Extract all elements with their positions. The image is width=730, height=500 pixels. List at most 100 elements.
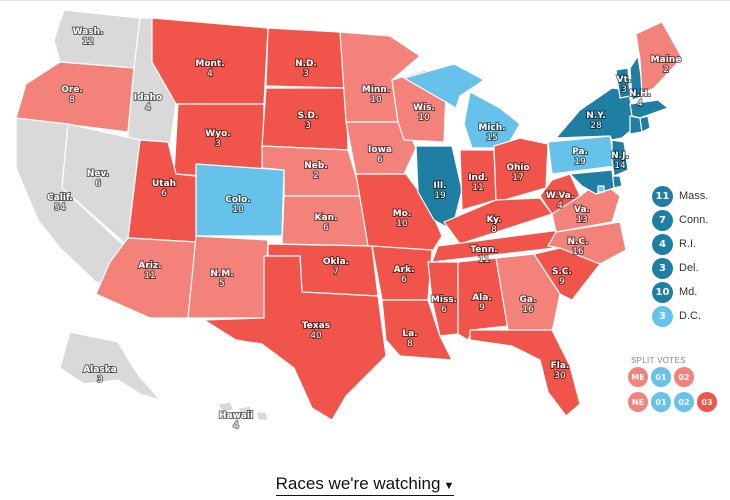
state-label-n-d: N.D. xyxy=(295,59,317,69)
state-ev-n-m: 5 xyxy=(219,279,225,289)
state-ev-utah: 6 xyxy=(161,189,167,199)
split-vote-district-02[interactable]: 02 xyxy=(674,367,694,387)
state-label-iowa: Iowa xyxy=(368,145,392,155)
ne-legend-state-name: Del. xyxy=(679,262,699,274)
races-watching-label: Races we're watching xyxy=(275,474,441,493)
state-maine[interactable] xyxy=(635,21,683,95)
state-mass[interactable] xyxy=(629,99,669,119)
split-vote-district-me[interactable]: ME xyxy=(628,367,648,387)
state-label-neb: Neb. xyxy=(304,161,328,171)
state-ev-la: 8 xyxy=(407,339,413,349)
state-ev-n-h: 4 xyxy=(637,99,643,109)
state-ev-texas: 40 xyxy=(310,331,322,341)
state-iowa[interactable] xyxy=(345,121,417,175)
state-label-utah: Utah xyxy=(152,179,176,189)
state-ev-ky: 8 xyxy=(491,225,497,235)
state-label-maine: Maine xyxy=(651,55,682,65)
ne-legend-item-conn[interactable]: 7 Conn. xyxy=(652,209,708,231)
state-label-n-m: N.M. xyxy=(210,269,233,279)
state-r-i[interactable] xyxy=(639,115,651,133)
ne-legend-item-md[interactable]: 10 Md. xyxy=(652,281,697,303)
state-miss[interactable] xyxy=(427,261,459,337)
state-ev-ark: 6 xyxy=(401,275,407,285)
state-s-c[interactable] xyxy=(533,247,601,301)
state-ev-pa: 19 xyxy=(574,157,586,167)
state-ev-alaska: 3 xyxy=(97,375,103,385)
races-watching-button[interactable]: Races we're watching ▼ xyxy=(275,474,455,496)
state-alaska[interactable] xyxy=(59,331,161,401)
state-texas[interactable] xyxy=(203,255,387,421)
top-divider xyxy=(0,0,730,1)
state-label-ind: Ind. xyxy=(468,173,488,183)
state-hawaii[interactable] xyxy=(217,401,269,421)
state-label-ohio: Ohio xyxy=(506,163,529,173)
state-fla[interactable] xyxy=(469,329,581,417)
state-w-va[interactable] xyxy=(539,173,581,215)
state-ev-hawaii: 4 xyxy=(233,421,239,431)
state-label-s-d: S.D. xyxy=(298,111,319,121)
state-ev-wash: 12 xyxy=(82,37,93,47)
state-ev-s-d: 3 xyxy=(305,121,311,131)
state-mo[interactable] xyxy=(355,173,443,253)
ne-legend-state-name: R.I. xyxy=(679,238,697,250)
state-label-hawaii: Hawaii xyxy=(219,411,253,421)
state-label-ark: Ark. xyxy=(394,265,415,275)
state-n-d[interactable] xyxy=(265,27,347,89)
state-d-c[interactable] xyxy=(597,185,605,193)
split-vote-district-ne[interactable]: NE xyxy=(628,392,648,412)
state-n-h[interactable] xyxy=(629,55,645,101)
state-vt[interactable] xyxy=(615,67,631,99)
state-label-okla: Okla. xyxy=(323,257,349,267)
state-ev-calif: 54 xyxy=(54,203,66,213)
state-ga[interactable] xyxy=(495,253,561,333)
ne-legend-item-r-i[interactable]: 4 R.I. xyxy=(652,233,696,255)
ne-legend-ev-badge: 4 xyxy=(652,233,673,255)
state-ev-n-d: 3 xyxy=(303,69,309,79)
state-ev-miss: 6 xyxy=(441,305,447,315)
state-la[interactable] xyxy=(381,299,453,361)
state-ev-ala: 9 xyxy=(479,303,485,313)
ne-legend-ev-badge: 3 xyxy=(652,305,673,327)
state-ev-idaho: 4 xyxy=(145,103,151,113)
state-n-c[interactable] xyxy=(547,221,627,265)
split-vote-district-01[interactable]: 01 xyxy=(651,392,671,412)
state-ev-wyo: 3 xyxy=(215,139,221,149)
state-wash[interactable] xyxy=(53,9,141,69)
state-ev-n-c: 16 xyxy=(572,247,584,257)
state-label-fla: Fla. xyxy=(551,361,570,371)
state-ev-fla: 30 xyxy=(554,371,566,381)
state-ev-colo: 10 xyxy=(232,205,244,215)
state-labels-layer: Wash.12Ore.8Calif.54Idaho4Nev.6Mont.4Wyo… xyxy=(46,26,682,432)
state-ev-va: 13 xyxy=(576,215,587,225)
state-label-colo: Colo. xyxy=(225,195,250,205)
state-n-j[interactable] xyxy=(611,139,629,177)
split-vote-district-02[interactable]: 02 xyxy=(674,392,694,412)
split-vote-district-01[interactable]: 01 xyxy=(651,367,671,387)
state-label-texas: Texas xyxy=(302,321,330,331)
state-label-ga: Ga. xyxy=(520,295,537,305)
state-ev-kan: 6 xyxy=(323,223,329,233)
ne-legend-item-mass[interactable]: 11 Mass. xyxy=(652,185,708,207)
ne-legend-ev-badge: 7 xyxy=(652,209,673,231)
split-votes-title: SPLIT VOTES xyxy=(631,356,686,365)
state-ev-s-c: 9 xyxy=(559,277,565,287)
state-label-wash: Wash. xyxy=(73,27,104,37)
ne-legend-item-d-c[interactable]: 3 D.C. xyxy=(652,305,701,327)
state-label-kan: Kan. xyxy=(315,213,338,223)
ne-legend-state-name: Mass. xyxy=(679,190,709,202)
state-label-vt: Vt. xyxy=(617,75,632,85)
ne-legend-ev-badge: 3 xyxy=(652,257,673,279)
state-ev-n-y: 28 xyxy=(590,121,602,131)
state-ev-iowa: 6 xyxy=(377,155,383,165)
split-vote-district-03[interactable]: 03 xyxy=(697,392,717,412)
state-label-ala: Ala. xyxy=(472,293,492,303)
state-ev-okla: 7 xyxy=(333,267,339,277)
races-section: Races we're watching ▼ xyxy=(0,474,730,496)
state-label-miss: Miss. xyxy=(431,295,457,305)
split-votes-row: ME 01 02 xyxy=(628,367,694,387)
ne-legend-item-del[interactable]: 3 Del. xyxy=(652,257,699,279)
state-ev-wis: 10 xyxy=(418,113,430,123)
state-label-n-j: N.J. xyxy=(611,151,629,161)
state-label-nev: Nev. xyxy=(87,169,109,179)
